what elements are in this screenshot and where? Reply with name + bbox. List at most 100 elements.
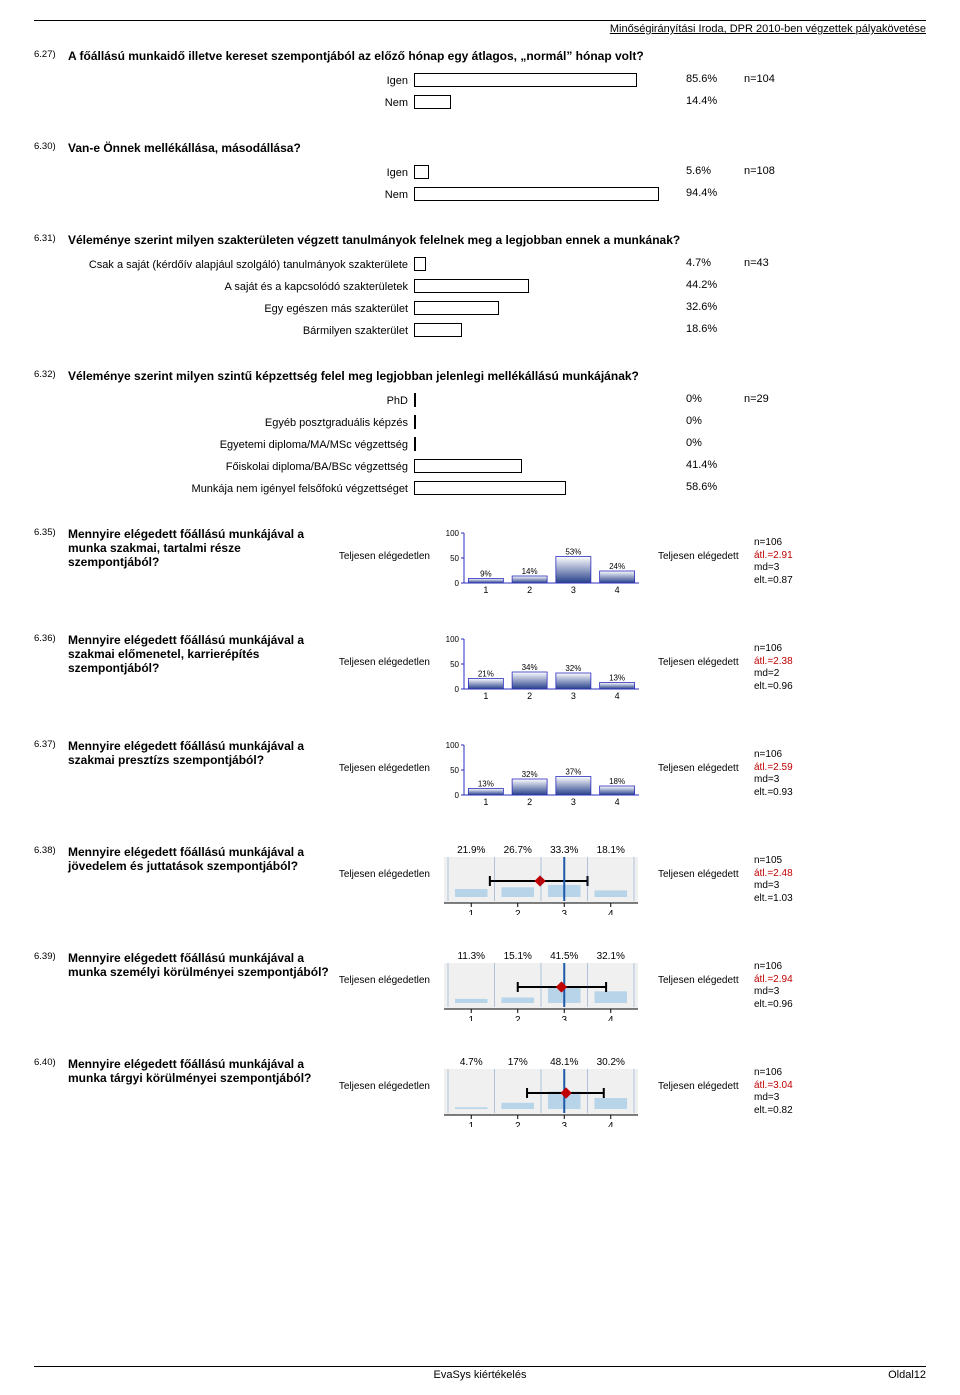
bar-fill: [414, 73, 637, 87]
likert-stats: n=105átl.=2.48md=3elt.=1.03: [754, 845, 793, 905]
svg-text:2: 2: [515, 1121, 521, 1127]
svg-text:1: 1: [468, 1015, 474, 1021]
svg-text:2: 2: [527, 797, 532, 807]
q-text: Véleménye szerint milyen szakterületen v…: [68, 233, 926, 247]
svg-text:32%: 32%: [565, 664, 581, 673]
scale-right-label: Teljesen elégedett: [654, 633, 754, 668]
svg-text:21.9%: 21.9%: [457, 845, 485, 856]
bar-fill: [414, 481, 566, 495]
stat-line: n=106: [754, 1067, 793, 1080]
stat-line: elt.=0.87: [754, 575, 793, 588]
likert-chart: 05010021%134%232%313%4: [434, 633, 654, 703]
bar-track: 5.6%n=108: [414, 165, 794, 181]
bar-fill: [414, 437, 416, 451]
q-text: Mennyire elégedett főállású munkájával a…: [68, 527, 334, 569]
svg-text:3: 3: [561, 1015, 567, 1021]
bar-fill: [414, 301, 499, 315]
stat-line: md=3: [754, 1092, 793, 1105]
stat-line: elt.=0.96: [754, 999, 793, 1012]
question-6-27: 6.27) A főállású munkaidő illetve kerese…: [34, 49, 926, 113]
svg-text:34%: 34%: [522, 663, 538, 672]
likert-q637: 6.37)Mennyire elégedett főállású munkájá…: [34, 739, 926, 819]
bar-pct: 58.6%: [686, 481, 717, 493]
svg-text:50: 50: [450, 766, 459, 775]
svg-text:18%: 18%: [609, 777, 625, 786]
likert-stats: n=106átl.=2.38md=2elt.=0.96: [754, 633, 793, 693]
stat-line: n=106: [754, 749, 793, 762]
svg-text:9%: 9%: [480, 570, 492, 579]
bar-fill: [414, 165, 429, 179]
bar-row: Nem14.4%: [34, 93, 926, 113]
svg-text:100: 100: [446, 529, 460, 538]
bar-label: Munkája nem igényel felsőfokú végzettség…: [34, 483, 414, 495]
scale-left-label: Teljesen elégedetlen: [334, 845, 434, 880]
svg-text:32%: 32%: [522, 770, 538, 779]
q-number: 6.36): [34, 633, 64, 675]
stat-line: átl.=2.48: [754, 868, 793, 881]
svg-text:26.7%: 26.7%: [504, 845, 532, 856]
svg-text:0: 0: [455, 791, 460, 800]
question-6-32: 6.32) Véleménye szerint milyen szintű ké…: [34, 369, 926, 499]
q-number: 6.38): [34, 845, 64, 873]
bar-row: PhD 0% n=29: [34, 391, 926, 411]
likert-q640: 6.40)Mennyire elégedett főállású munkájá…: [34, 1057, 926, 1137]
bar-label: PhD: [34, 395, 414, 407]
likert-chart: 21.9%26.7%33.3%18.1%1234: [434, 845, 654, 915]
bar-n: n=104: [744, 73, 775, 85]
q-number: 6.40): [34, 1057, 64, 1085]
bar-row: Csak a saját (kérdőív alapjául szolgáló)…: [34, 255, 926, 275]
scale-left-label: Teljesen elégedetlen: [334, 633, 434, 668]
bar-track: 32.6%: [414, 301, 794, 317]
svg-text:41.5%: 41.5%: [550, 951, 578, 962]
likert-chart: 11.3%15.1%41.5%32.1%1234: [434, 951, 654, 1021]
page-footer: EvaSys kiértékelés Oldal12: [34, 1366, 926, 1381]
q-text: Mennyire elégedett főállású munkájával a…: [68, 845, 334, 873]
bar-fill: [414, 95, 451, 109]
bar-pct: 14.4%: [686, 95, 717, 107]
bar-fill: [414, 187, 659, 201]
bar-row: Nem94.4%: [34, 185, 926, 205]
bar-track: 0% n=29: [414, 393, 794, 409]
scale-left-label: Teljesen elégedetlen: [334, 527, 434, 562]
svg-text:50: 50: [450, 554, 459, 563]
svg-text:3: 3: [561, 1121, 567, 1127]
scale-right-label: Teljesen elégedett: [654, 739, 754, 774]
stat-line: elt.=0.82: [754, 1105, 793, 1118]
q-number: 6.27): [34, 49, 64, 60]
likert-chart: 05010013%132%237%318%4: [434, 739, 654, 809]
bar-track: 14.4%: [414, 95, 794, 111]
bar-pct: 0%: [686, 393, 702, 405]
bar-block-627: Igen85.6%n=104Nem14.4%: [34, 71, 926, 113]
q-number: 6.39): [34, 951, 64, 979]
bar-row: Főiskolai diploma/BA/BSc végzettség41.4%: [34, 457, 926, 477]
bar-block-630: Igen5.6%n=108 Nem94.4%: [34, 163, 926, 205]
stat-line: n=106: [754, 643, 793, 656]
bar-label: Csak a saját (kérdőív alapjául szolgáló)…: [34, 259, 414, 271]
svg-text:33.3%: 33.3%: [550, 845, 578, 856]
bar-track: 0%: [414, 415, 794, 431]
stat-line: md=3: [754, 880, 793, 893]
bar-row: Igen85.6%n=104: [34, 71, 926, 91]
bar-pct: 44.2%: [686, 279, 717, 291]
bar-row: Egyéb posztgraduális képzés0%: [34, 413, 926, 433]
stat-line: elt.=0.96: [754, 681, 793, 694]
svg-text:15.1%: 15.1%: [504, 951, 532, 962]
bar-pct: 18.6%: [686, 323, 717, 335]
stat-line: md=3: [754, 774, 793, 787]
svg-text:4: 4: [615, 797, 620, 807]
q-text: Mennyire elégedett főállású munkájával a…: [68, 1057, 334, 1085]
bar-fill: [414, 323, 462, 337]
svg-text:1: 1: [483, 691, 488, 701]
likert-stats: n=106átl.=2.94md=3elt.=0.96: [754, 951, 793, 1011]
q-text: Mennyire elégedett főállású munkájával a…: [68, 633, 334, 675]
q-text: Mennyire elégedett főállású munkájával a…: [68, 739, 334, 767]
bar-pct: 4.7%: [686, 257, 711, 269]
svg-text:53%: 53%: [565, 548, 581, 557]
q-number: 6.37): [34, 739, 64, 767]
svg-text:1: 1: [483, 585, 488, 595]
bar-row: Bármilyen szakterület18.6%: [34, 321, 926, 341]
svg-text:24%: 24%: [609, 562, 625, 571]
bar-n: n=29: [744, 393, 769, 405]
bar-label: Igen: [34, 167, 414, 179]
bar-track: 18.6%: [414, 323, 794, 339]
